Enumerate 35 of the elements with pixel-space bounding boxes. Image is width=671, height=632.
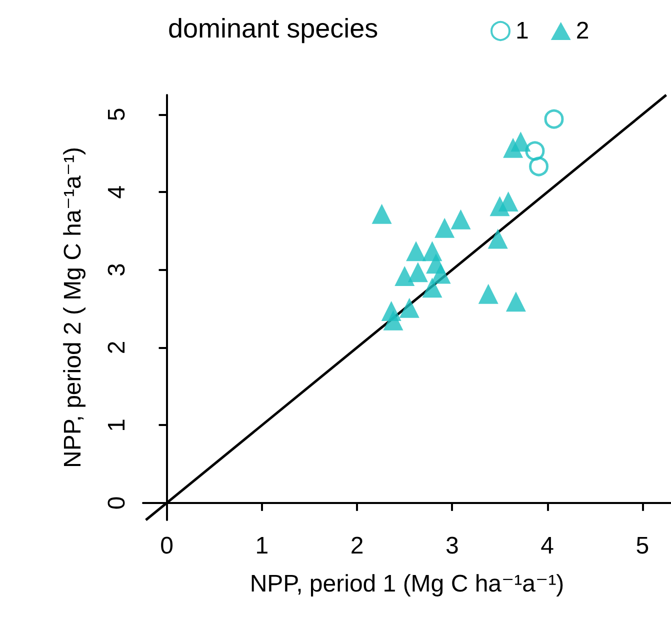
- point: [372, 204, 392, 224]
- y-tick-label: 4: [104, 185, 130, 199]
- legend-label: 2: [576, 18, 590, 44]
- x-tick-label: 4: [540, 532, 554, 560]
- y-tick-label: 5: [104, 108, 130, 122]
- point: [383, 310, 404, 330]
- point: [478, 284, 498, 304]
- point: [490, 196, 510, 216]
- x-tick-label: 3: [446, 532, 459, 560]
- y-tick-label: 1: [104, 418, 130, 432]
- y-tick-label: 0: [104, 496, 130, 510]
- point: [488, 228, 508, 249]
- point: [406, 241, 426, 262]
- point: [525, 141, 545, 161]
- legend-label: 1: [516, 18, 529, 44]
- legend-title: dominant species: [168, 14, 378, 44]
- point: [394, 266, 415, 286]
- point: [408, 262, 428, 282]
- point: [506, 292, 526, 312]
- y-tick-label: 2: [104, 340, 130, 354]
- point: [529, 156, 549, 176]
- x-tick-label: 1: [255, 532, 269, 560]
- point: [434, 218, 455, 238]
- y-axis-title: NPP, period 2 ( Mg C ha⁻¹a⁻¹): [60, 146, 86, 468]
- x-tick-label: 0: [160, 532, 174, 560]
- point: [450, 209, 471, 230]
- x-axis-title: NPP, period 1 (Mg C ha⁻¹a⁻¹): [250, 570, 564, 598]
- point: [399, 298, 420, 318]
- point: [544, 109, 564, 129]
- y-tick-label: 3: [104, 263, 130, 276]
- x-tick-label: 5: [636, 532, 650, 560]
- point: [503, 138, 524, 158]
- x-tick-label: 2: [350, 532, 364, 560]
- point: [430, 264, 451, 284]
- point: [422, 278, 442, 298]
